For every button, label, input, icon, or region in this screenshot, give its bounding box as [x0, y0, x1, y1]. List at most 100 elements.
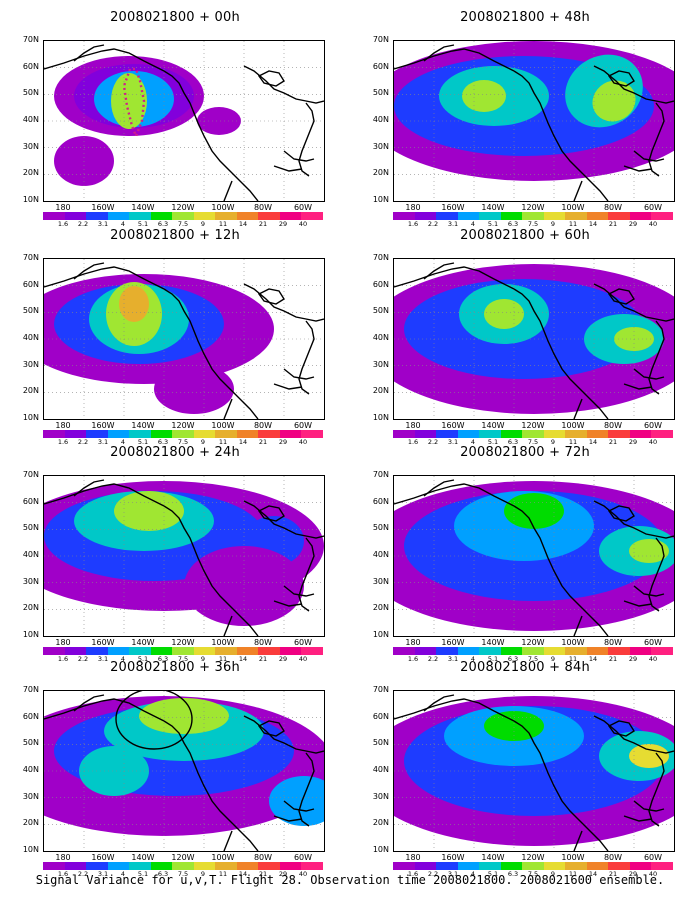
- coastline: [273, 165, 303, 172]
- colorbar-swatch: [129, 862, 151, 870]
- lat-tick-label: 70N: [22, 685, 39, 694]
- coastline: [298, 537, 315, 612]
- colorbar-swatch: [301, 212, 323, 220]
- colorbar-swatch: [258, 212, 280, 220]
- lat-tick-label: 60N: [22, 61, 39, 71]
- lat-tick-label: 60N: [22, 711, 39, 721]
- lat-tick-label: 70N: [372, 253, 389, 262]
- lat-tick-label: 30N: [372, 791, 389, 801]
- colorbar-swatch: [107, 430, 130, 438]
- coastline: [423, 694, 455, 712]
- colorbar-label: 7.5: [527, 655, 539, 663]
- lon-tick-label: 120W: [521, 203, 545, 212]
- lat-tick-label: 50N: [22, 523, 39, 533]
- lat-tick-label: 50N: [372, 738, 389, 748]
- colorbar-label: 40: [298, 655, 308, 663]
- panel-title: 2008021800 + 48h: [460, 10, 590, 25]
- colorbar-swatch: [393, 212, 415, 220]
- coastline: [573, 398, 583, 419]
- colorbar-swatch: [543, 430, 566, 438]
- colorbar-label: 4: [470, 438, 476, 446]
- colorbar-swatch: [129, 212, 151, 220]
- colorbar-label: 2.2: [427, 870, 439, 878]
- colorbar-label: 6.3: [507, 220, 519, 228]
- colorbar-swatch: [414, 430, 437, 438]
- lat-tick-label: 60N: [372, 279, 389, 289]
- lat-tick-label: 60N: [372, 711, 389, 721]
- colorbar-label: 21: [608, 655, 618, 663]
- colorbar-label: 5.1: [137, 655, 149, 663]
- coastline: [73, 694, 105, 712]
- colorbar-swatch: [301, 862, 323, 870]
- variance-contour: [111, 73, 147, 129]
- colorbar-label: 3.1: [447, 220, 459, 228]
- colorbar-label: 6.3: [157, 220, 169, 228]
- lon-tick-label: 100W: [211, 853, 235, 862]
- colorbar-swatch: [86, 212, 108, 220]
- coastline: [573, 180, 583, 201]
- colorbar-swatch: [457, 862, 480, 870]
- lat-tick-label: 20N: [372, 818, 389, 828]
- lat-tick-label: 10N: [22, 413, 39, 422]
- lat-tick-label: 40N: [22, 115, 39, 124]
- colorbar-label: 9: [200, 870, 206, 878]
- colorbar-swatch: [215, 862, 237, 870]
- coastline: [73, 479, 105, 497]
- coastline: [623, 600, 653, 607]
- colorbar-swatch: [522, 862, 544, 870]
- colorbar-swatch: [172, 212, 194, 220]
- colorbar-label: 40: [648, 870, 658, 878]
- colorbar-label: 9: [200, 220, 206, 228]
- colorbar-label: 1.6: [407, 870, 419, 878]
- coastline: [257, 288, 285, 305]
- lon-tick-label: 160W: [441, 853, 465, 862]
- colorbar-label: 21: [258, 220, 268, 228]
- colorbar-label: 11: [568, 870, 578, 878]
- lat-tick-label: 40N: [372, 115, 389, 124]
- colorbar-swatch: [436, 647, 458, 655]
- colorbar-swatch: [479, 862, 501, 870]
- colorbar-label: 21: [608, 220, 618, 228]
- variance-contour: [629, 744, 669, 768]
- colorbar-swatch: [608, 430, 630, 438]
- colorbar-swatch: [107, 862, 130, 870]
- lat-tick-label: 50N: [372, 88, 389, 98]
- colorbar-label: 3.1: [97, 655, 109, 663]
- colorbar-swatch: [457, 647, 480, 655]
- lon-tick-label: 100W: [561, 421, 585, 430]
- variance-contour: [79, 746, 149, 796]
- colorbar-label: 4: [470, 655, 476, 663]
- coastline: [163, 70, 259, 201]
- coastline: [223, 398, 233, 419]
- colorbar-label: 7.5: [527, 870, 539, 878]
- lat-tick-label: 10N: [372, 413, 389, 422]
- lat-tick-label: 40N: [22, 765, 39, 774]
- colorbar-label: 6.3: [157, 870, 169, 878]
- lon-tick-label: 100W: [561, 203, 585, 212]
- colorbar-swatch: [586, 430, 609, 438]
- lat-tick-label: 10N: [372, 845, 389, 854]
- lon-tick-label: 180: [405, 638, 421, 647]
- colorbar-label: 6.3: [507, 438, 519, 446]
- lat-tick-label: 30N: [22, 576, 39, 586]
- colorbar-label: 29: [628, 655, 638, 663]
- colorbar-swatch: [500, 862, 523, 870]
- colorbar-swatch: [150, 212, 173, 220]
- lon-tick-label: 120W: [171, 421, 195, 430]
- coastline: [623, 383, 653, 390]
- colorbar-swatch: [172, 430, 194, 438]
- coastline: [607, 505, 635, 522]
- colorbar-label: 1.6: [57, 438, 69, 446]
- colorbar: [393, 862, 673, 870]
- lat-tick-label: 70N: [22, 253, 39, 262]
- colorbar-label: 14: [588, 438, 598, 446]
- colorbar-swatch: [651, 430, 673, 438]
- colorbar-label: 9: [200, 438, 206, 446]
- colorbar-swatch: [193, 212, 216, 220]
- colorbar-swatch: [107, 212, 130, 220]
- colorbar-swatch: [393, 430, 415, 438]
- coastline: [163, 288, 259, 419]
- coastline: [163, 720, 259, 851]
- lon-tick-label: 160W: [91, 421, 115, 430]
- lat-tick-label: 70N: [372, 470, 389, 479]
